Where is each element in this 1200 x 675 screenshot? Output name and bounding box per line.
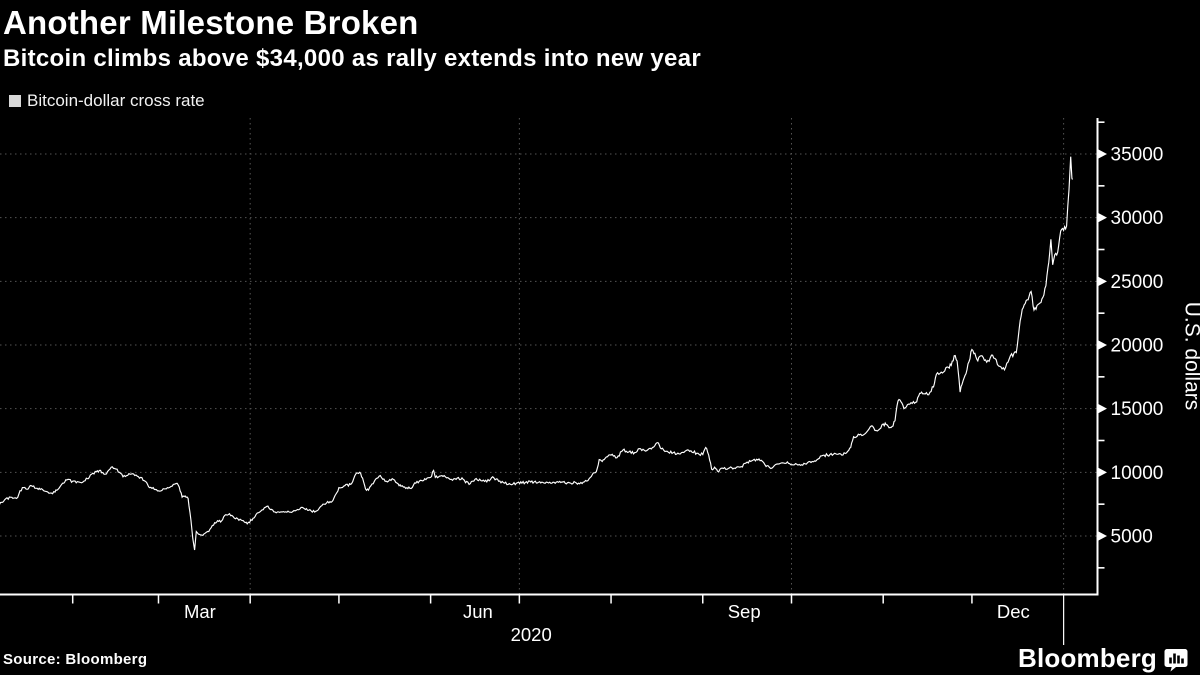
chart-title: Another Milestone Broken xyxy=(3,4,419,41)
x-axis-ticks: Mar Jun Sep Dec 2020 xyxy=(71,595,1065,645)
bloomberg-wordmark: Bloomberg xyxy=(1017,643,1157,673)
bloomberg-logo: Bloomberg xyxy=(1018,643,1188,674)
svg-text:5000: 5000 xyxy=(1111,527,1153,548)
svg-text:20000: 20000 xyxy=(1111,336,1164,357)
svg-text:30000: 30000 xyxy=(1111,208,1164,229)
x-axis-year-label: 2020 xyxy=(511,624,552,645)
bloomberg-terminal-icon xyxy=(1164,648,1188,671)
svg-text:Sep: Sep xyxy=(728,601,761,622)
gridlines xyxy=(0,118,1097,594)
price-line xyxy=(0,156,1074,551)
legend-swatch-icon xyxy=(9,95,21,107)
svg-text:15000: 15000 xyxy=(1111,399,1164,420)
legend-label: Bitcoin-dollar cross rate xyxy=(27,91,205,110)
svg-text:Mar: Mar xyxy=(184,601,216,622)
legend: Bitcoin-dollar cross rate xyxy=(9,91,205,111)
svg-text:25000: 25000 xyxy=(1111,272,1164,293)
svg-text:Jun: Jun xyxy=(463,601,493,622)
svg-text:35000: 35000 xyxy=(1111,145,1164,166)
y-axis-title: U.S. dollars xyxy=(1181,302,1200,411)
axes xyxy=(0,118,1099,596)
svg-text:Dec: Dec xyxy=(997,601,1030,622)
y-axis-ticks: 5000 10000 15000 20000 25000 30000 35000 xyxy=(1098,121,1164,569)
source-credit: Source: Bloomberg xyxy=(3,651,148,668)
chart-subtitle: Bitcoin climbs above $34,000 as rally ex… xyxy=(3,45,701,72)
svg-text:10000: 10000 xyxy=(1111,463,1164,484)
